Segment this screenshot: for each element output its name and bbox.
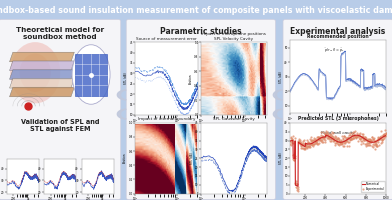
Text: $\hat{p}(r_0, f) = \bar{p}_s$: $\hat{p}(r_0, f) = \bar{p}_s$ [324, 46, 345, 54]
Source (r1,r2,r3) [259, 150, 263, 152]
Text: Validation of SPL and
STL against FEM: Validation of SPL and STL against FEM [20, 119, 99, 132]
Numerical [384, 134, 388, 137]
Circle shape [72, 45, 110, 104]
Pol positions [264, 158, 269, 160]
Numerical [326, 135, 331, 137]
Source (r1,r2,r3) [259, 150, 263, 153]
Source (d,h,T) [259, 154, 263, 156]
Y-axis label: STL (dB): STL (dB) [190, 152, 194, 164]
Experimental [384, 131, 388, 134]
Experimental [383, 129, 387, 132]
Source (r1,r2,r3) [244, 155, 249, 157]
Source (d,h,T) [229, 194, 234, 197]
Numerical [296, 185, 300, 188]
Pol positions [244, 157, 249, 160]
Source (d,h,T) [228, 194, 233, 196]
Text: Predicted STL (3 microphones): Predicted STL (3 microphones) [298, 116, 379, 121]
Y-axis label: Position: Position [123, 153, 127, 163]
Pol positions [259, 153, 263, 155]
Line: Numerical: Numerical [290, 135, 386, 186]
Experimental [357, 137, 362, 140]
Text: Impact of microphone positions
SPL Velocity Cavity: Impact of microphone positions SPL Veloc… [201, 32, 266, 41]
Text: Recommended position: Recommended position [307, 34, 369, 39]
Source (r1,r2,r3) [264, 156, 269, 158]
Text: Rigid-wall cavity: Rigid-wall cavity [321, 131, 355, 135]
Experimental [358, 132, 363, 135]
Y-axis label: STL (dB): STL (dB) [279, 152, 283, 164]
Source (d,h,T) [252, 148, 256, 151]
Text: Impact of internal boundary: Impact of internal boundary [138, 117, 196, 121]
Line: Experimental: Experimental [290, 130, 387, 191]
Numerical [358, 135, 363, 137]
Pol positions [254, 146, 259, 148]
Source (r1,r2,r3) [251, 145, 256, 147]
Polygon shape [9, 87, 74, 97]
Polygon shape [9, 70, 74, 79]
Y-axis label: STL (dB): STL (dB) [279, 71, 283, 83]
Experimental [288, 140, 292, 142]
Experimental [296, 190, 300, 192]
Pol positions [259, 153, 263, 156]
Line: Source (d,h,T): Source (d,h,T) [201, 150, 267, 196]
Numerical [288, 140, 292, 142]
Text: Parametric studies: Parametric studies [160, 27, 242, 36]
Polygon shape [9, 78, 74, 88]
Ellipse shape [10, 42, 60, 103]
Line: Pol positions: Pol positions [201, 147, 267, 194]
Pol positions [256, 150, 261, 152]
Source (r1,r2,r3) [248, 149, 252, 151]
Pol positions [229, 193, 234, 195]
Source (d,h,T) [264, 160, 269, 162]
Text: Soundbox-based sound insulation measurement of composite panels with viscoelasti: Soundbox-based sound insulation measurem… [0, 6, 392, 15]
Text: Theoretical model for
soundbox method: Theoretical model for soundbox method [16, 27, 104, 40]
Source (d,h,T) [259, 153, 263, 156]
Numerical [299, 144, 304, 146]
Ellipse shape [20, 53, 51, 92]
Y-axis label: Position: Position [189, 73, 193, 84]
Source (r1,r2,r3) [228, 189, 233, 192]
Source (d,h,T) [244, 158, 249, 161]
FancyBboxPatch shape [75, 54, 107, 96]
Experimental [319, 139, 324, 141]
X-axis label: Frequency (Hz): Frequency (Hz) [223, 126, 244, 130]
Text: SPL Gaussian Cavity: SPL Gaussian Cavity [213, 117, 255, 121]
Experimental [348, 136, 353, 139]
Pol positions [248, 149, 252, 152]
Pol positions [228, 192, 233, 195]
Numerical [348, 136, 353, 138]
Experimental [326, 136, 331, 138]
Y-axis label: STL (dB): STL (dB) [124, 73, 128, 84]
Source (d,h,T) [248, 152, 252, 155]
Source (d,h,T) [256, 152, 261, 154]
Source (r1,r2,r3) [230, 191, 234, 193]
X-axis label: Frequency (Hz): Frequency (Hz) [156, 126, 177, 130]
Source (r1,r2,r3) [198, 156, 203, 158]
Numerical [354, 134, 359, 136]
Numerical [358, 135, 362, 137]
Polygon shape [9, 52, 74, 62]
X-axis label: Frequency (Hz): Frequency (Hz) [328, 124, 348, 128]
Text: Experimental analysis: Experimental analysis [290, 27, 386, 36]
Source (r1,r2,r3) [256, 148, 261, 150]
Polygon shape [9, 61, 74, 71]
Source (d,h,T) [198, 160, 203, 162]
Experimental [299, 144, 304, 147]
Text: Source of measurement error: Source of measurement error [136, 37, 197, 41]
Legend: Numerical, Experimental: Numerical, Experimental [361, 181, 385, 192]
Pol positions [198, 157, 203, 160]
Numerical [319, 136, 324, 139]
Line: Source (r1,r2,r3): Source (r1,r2,r3) [201, 146, 267, 192]
